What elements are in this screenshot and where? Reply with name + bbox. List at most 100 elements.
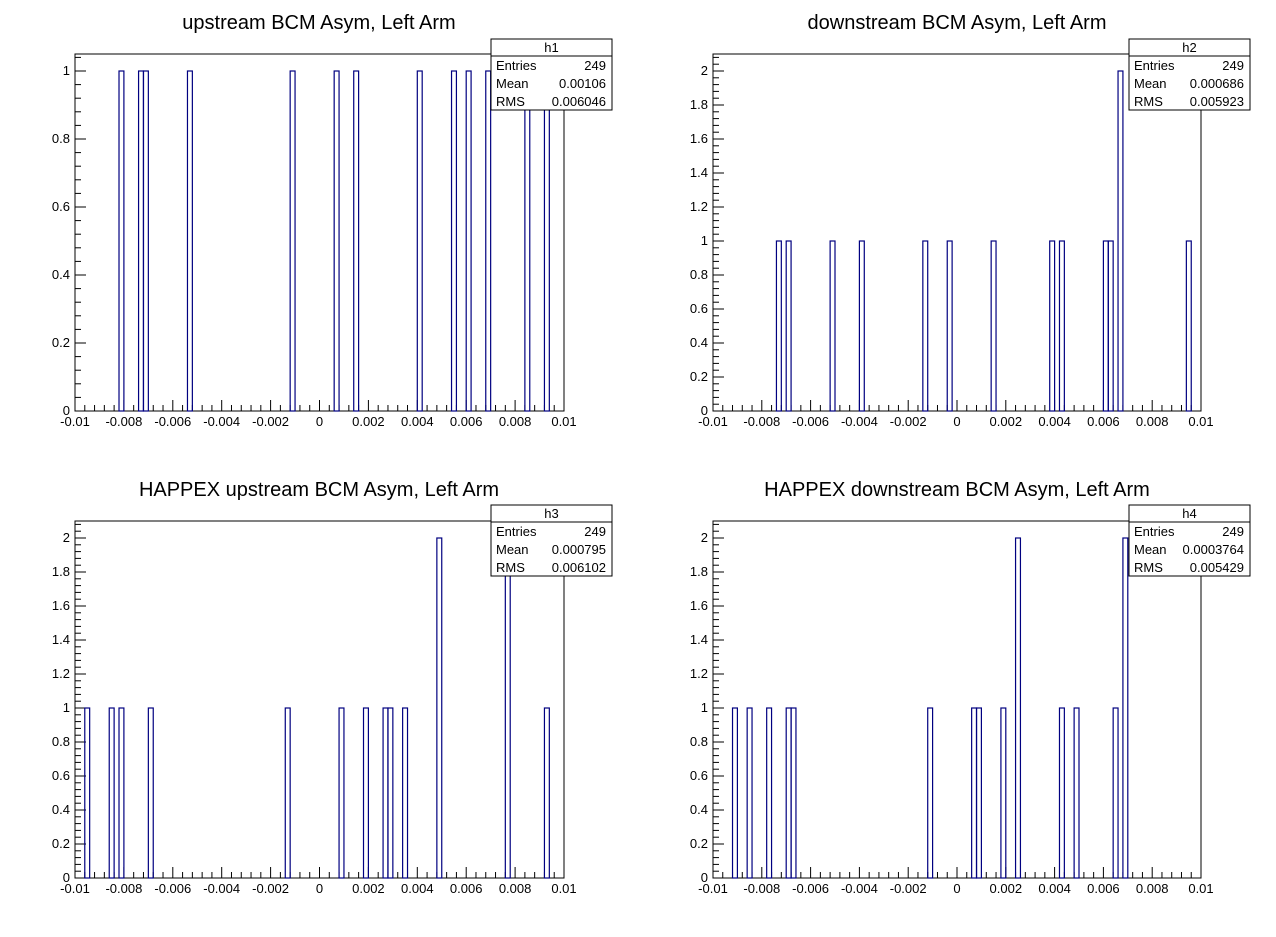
- histogram-bar: [1185, 240, 1192, 412]
- stats-mean-value: 0.000795: [552, 542, 606, 557]
- histogram-bar: [436, 537, 443, 879]
- histogram-bar: [790, 707, 797, 879]
- y-tick-label: 0.6: [690, 301, 708, 316]
- x-tick-label: 0.008: [1136, 881, 1169, 896]
- x-tick-label: -0.002: [890, 881, 927, 896]
- histogram-bar: [1117, 70, 1124, 412]
- x-tick-label: 0.008: [499, 881, 532, 896]
- stats-rms-value: 0.005923: [1190, 94, 1244, 109]
- histogram-bar: [543, 70, 550, 412]
- x-tick-label: 0.01: [551, 414, 576, 429]
- x-tick-label: 0.004: [1038, 881, 1071, 896]
- stats-entries-value: 249: [1222, 524, 1244, 539]
- stats-mean-label: Mean: [496, 76, 529, 91]
- stats-mean-label: Mean: [1134, 76, 1167, 91]
- y-tick-label: 0.6: [690, 768, 708, 783]
- histogram-bar: [84, 707, 91, 879]
- x-tick-label: 0.008: [499, 414, 532, 429]
- x-tick-label: -0.002: [890, 414, 927, 429]
- histogram-bar: [142, 70, 149, 412]
- x-tick-label: -0.006: [792, 414, 829, 429]
- x-tick-label: -0.008: [105, 414, 142, 429]
- y-tick-label: 0.2: [690, 369, 708, 384]
- y-tick-label: 1.2: [690, 199, 708, 214]
- x-tick-label: 0.01: [1188, 414, 1213, 429]
- y-tick-label: 0.8: [690, 267, 708, 282]
- y-tick-label: 0.2: [52, 836, 70, 851]
- histogram-bar: [946, 240, 953, 412]
- histogram-bar: [1073, 707, 1080, 879]
- stats-histogram-name: h1: [544, 40, 558, 55]
- x-tick-label: 0.002: [990, 414, 1023, 429]
- y-tick-label: 0.4: [52, 802, 70, 817]
- histogram-bar: [1049, 240, 1056, 412]
- histogram-bar: [858, 240, 865, 412]
- y-tick-label: 1: [63, 63, 70, 78]
- y-tick-label: 1.2: [52, 666, 70, 681]
- x-tick-label: 0.004: [401, 881, 434, 896]
- x-tick-label: 0.006: [450, 414, 483, 429]
- stats-mean-label: Mean: [496, 542, 529, 557]
- x-tick-label: -0.01: [698, 881, 728, 896]
- x-tick-label: -0.01: [60, 881, 90, 896]
- x-tick-label: -0.01: [698, 414, 728, 429]
- y-tick-label: 1.8: [52, 564, 70, 579]
- stats-entries-label: Entries: [496, 58, 537, 73]
- stats-entries-value: 249: [584, 58, 606, 73]
- histogram-bar: [1112, 707, 1119, 879]
- y-tick-label: 0: [63, 403, 70, 418]
- y-tick-label: 1: [63, 700, 70, 715]
- chart-title: HAPPEX upstream BCM Asym, Left Arm: [139, 479, 499, 501]
- x-tick-label: 0.002: [352, 881, 385, 896]
- y-tick-label: 0.6: [52, 768, 70, 783]
- histogram-bar: [1107, 240, 1114, 412]
- x-tick-label: -0.006: [154, 881, 191, 896]
- x-tick-label: -0.008: [743, 881, 780, 896]
- stats-box: [1128, 38, 1251, 111]
- y-tick-label: 1.6: [690, 131, 708, 146]
- x-tick-label: 0.006: [450, 881, 483, 896]
- x-tick-label: 0.004: [401, 414, 434, 429]
- y-tick-label: 1.6: [690, 598, 708, 613]
- histogram-bar: [1102, 240, 1109, 412]
- y-tick-label: 0.4: [52, 267, 70, 282]
- stats-entries-value: 249: [584, 524, 606, 539]
- histogram-bar: [186, 70, 193, 412]
- stats-box: [490, 504, 613, 577]
- histogram-bar: [524, 70, 531, 412]
- histogram-panel-2: downstream BCM Asym, Left Arm -0.01 -0.008…: [690, 12, 1251, 429]
- histogram-bar: [382, 707, 389, 879]
- y-tick-label: 1.4: [690, 165, 708, 180]
- histogram-bar: [975, 707, 983, 879]
- histogram-bar: [450, 70, 458, 412]
- x-tick-label: -0.002: [252, 414, 289, 429]
- stats-rms-label: RMS: [1134, 94, 1163, 109]
- histogram-bar: [971, 707, 978, 879]
- x-tick-label: -0.008: [105, 881, 142, 896]
- histogram-bar: [775, 240, 782, 412]
- y-tick-label: 1.4: [690, 632, 708, 647]
- histogram-bar: [922, 240, 929, 412]
- y-tick-label: 0.6: [52, 199, 70, 214]
- y-tick-label: 1.6: [52, 598, 70, 613]
- histogram-panel-4: HAPPEX downstream BCM Asym, Left Arm -0.0…: [690, 479, 1251, 896]
- histogram-bar: [829, 240, 836, 412]
- x-tick-label: -0.008: [743, 414, 780, 429]
- y-tick-label: 0.2: [52, 335, 70, 350]
- y-tick-label: 1.8: [690, 564, 708, 579]
- y-tick-label: 1: [701, 233, 708, 248]
- histogram-bar: [1058, 707, 1065, 879]
- histogram-bar: [118, 707, 125, 879]
- stats-entries-value: 249: [1222, 58, 1244, 73]
- histogram-bar: [108, 707, 115, 879]
- x-tick-label: -0.006: [154, 414, 191, 429]
- chart-title: HAPPEX downstream BCM Asym, Left Arm: [764, 479, 1150, 501]
- y-tick-label: 0.2: [690, 836, 708, 851]
- y-tick-label: 2: [701, 63, 708, 78]
- histogram-bar: [1122, 537, 1129, 879]
- y-tick-label: 2: [701, 530, 708, 545]
- chart-title: upstream BCM Asym, Left Arm: [182, 12, 455, 34]
- y-tick-label: 1.8: [690, 97, 708, 112]
- stats-rms-label: RMS: [496, 560, 525, 575]
